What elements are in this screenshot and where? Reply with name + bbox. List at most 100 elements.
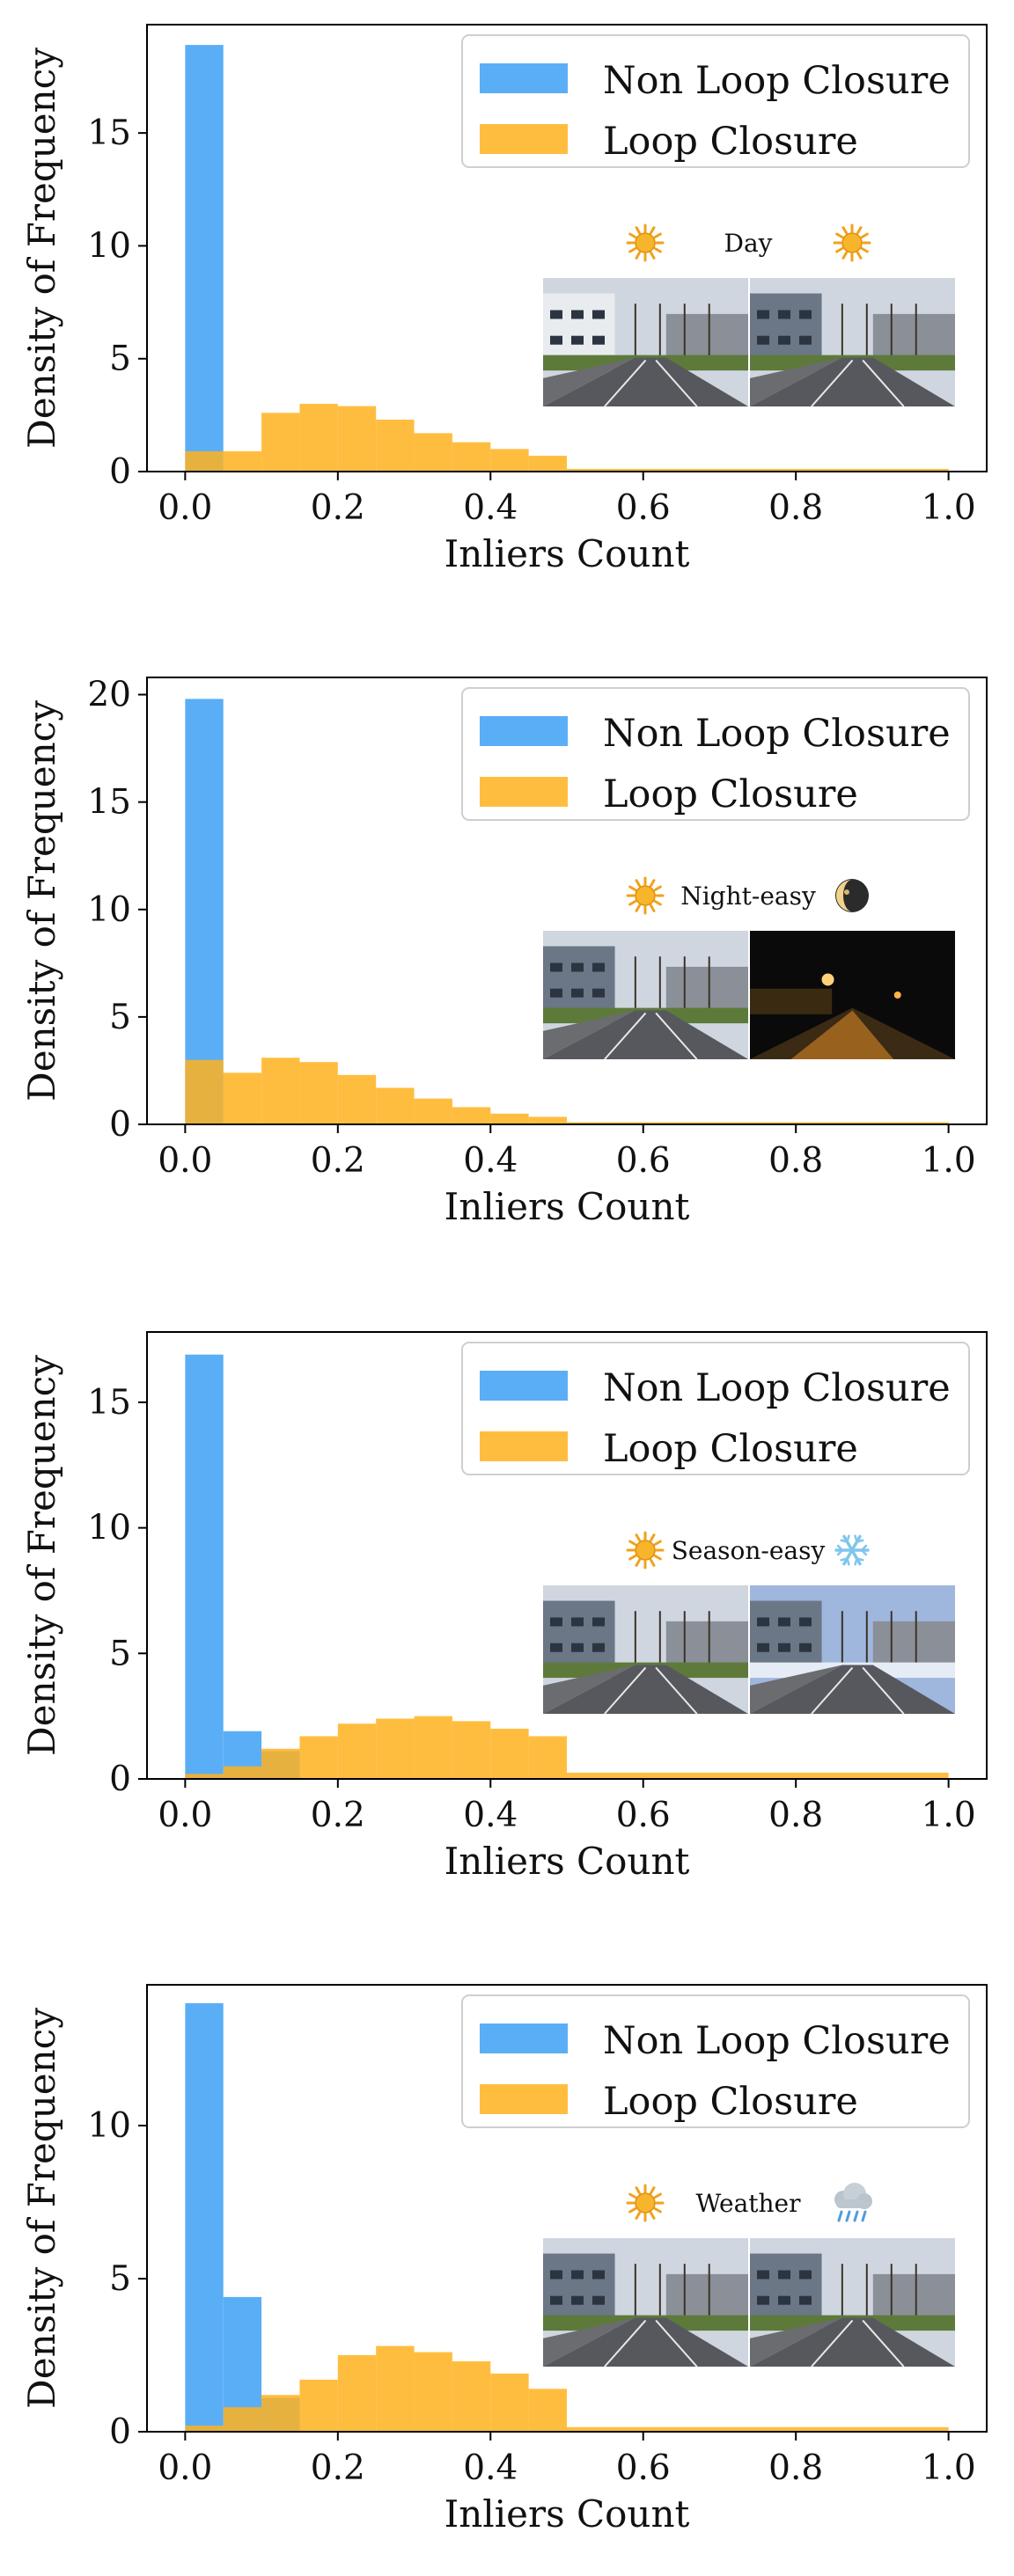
loop-closure-bar — [490, 449, 529, 472]
loop-closure-bar — [261, 1748, 300, 1779]
x-tick-label: 0.0 — [158, 488, 212, 528]
loop-closure-bar — [490, 1728, 529, 1779]
loop-closure-bar — [452, 1107, 491, 1124]
loop-closure-bar — [567, 1122, 949, 1124]
x-tick-label: 0.8 — [768, 1796, 823, 1835]
street-thumbnail — [543, 1585, 748, 1715]
y-tick-label: 5 — [109, 1634, 131, 1673]
y-tick-label: 10 — [87, 2106, 131, 2146]
x-axis-label: Inliers Count — [445, 1840, 690, 1883]
loop-closure-bar — [223, 1072, 262, 1124]
loop-closure-bar — [376, 1718, 415, 1779]
condition-label: Season-easy — [672, 1536, 826, 1565]
legend-box — [461, 34, 970, 168]
y-tick-label: 5 — [109, 340, 131, 379]
sun-icon — [626, 2184, 665, 2222]
y-axis-label: Density of Frequency — [20, 700, 63, 1101]
x-axis-label: Inliers Count — [445, 1185, 690, 1228]
loop-closure-bar — [185, 2426, 224, 2432]
legend-swatch-loop — [480, 777, 568, 807]
loop-closure-bar — [185, 1774, 224, 1779]
loop-closure-bar — [490, 2373, 529, 2432]
condition-label: Day — [724, 229, 773, 258]
legend-label-loop: Loop Closure — [603, 1427, 858, 1471]
y-tick-label: 5 — [109, 2259, 131, 2299]
legend-label-loop: Loop Closure — [603, 2080, 858, 2124]
legend: Non Loop Closure Loop Closure — [461, 687, 970, 821]
condition-inset: Weather — [543, 2183, 955, 2367]
x-tick-label: 0.8 — [768, 2448, 823, 2488]
x-tick-label: 1.0 — [922, 1141, 976, 1181]
y-tick-label: 0 — [109, 452, 131, 492]
y-tick-label: 10 — [87, 226, 131, 266]
y-axis-label: Density of Frequency — [20, 48, 63, 449]
x-tick-label: 0.4 — [463, 2448, 518, 2488]
y-axis-label: Density of Frequency — [20, 1355, 63, 1756]
x-tick-label: 1.0 — [922, 488, 976, 528]
loop-closure-bar — [261, 2395, 300, 2432]
non-loop-closure-bar — [185, 1354, 224, 1779]
y-tick-label: 20 — [87, 676, 131, 715]
loop-closure-bar — [452, 2360, 491, 2432]
legend-box — [461, 1994, 970, 2128]
legend-label-non-loop: Non Loop Closure — [603, 2019, 951, 2063]
loop-closure-bar — [452, 442, 491, 472]
moon-icon — [835, 879, 869, 912]
x-tick-label: 0.6 — [616, 1796, 671, 1835]
y-tick-label: 10 — [87, 890, 131, 930]
loop-closure-bar — [376, 419, 415, 472]
loop-closure-bar — [414, 433, 452, 472]
loop-closure-bar — [414, 1716, 452, 1779]
snowflake-icon — [834, 1534, 870, 1566]
x-tick-label: 0.2 — [311, 1141, 365, 1181]
x-tick-label: 0.0 — [158, 1796, 212, 1835]
x-tick-label: 0.2 — [311, 2448, 365, 2488]
legend-swatch-loop — [480, 124, 568, 154]
loop-closure-bar — [414, 1098, 452, 1124]
x-tick-label: 0.4 — [463, 488, 518, 528]
y-axis-label: Density of Frequency — [20, 2008, 63, 2409]
loop-closure-bar — [299, 404, 338, 472]
x-axis-label: Inliers Count — [445, 532, 690, 575]
x-tick-label: 0.8 — [768, 488, 823, 528]
y-tick-label: 0 — [109, 2412, 131, 2452]
sun-icon — [626, 223, 665, 262]
x-tick-label: 0.2 — [311, 1796, 365, 1835]
x-tick-label: 0.8 — [768, 1141, 823, 1181]
plot-frame — [146, 677, 988, 1125]
legend-swatch-loop — [480, 1431, 568, 1461]
legend-swatch-non-loop — [480, 1371, 568, 1401]
y-tick-label: 0 — [109, 1105, 131, 1145]
loop-closure-bar — [528, 456, 567, 472]
legend: Non Loop Closure Loop Closure — [461, 1994, 970, 2128]
legend-label-loop: Loop Closure — [603, 120, 858, 164]
legend-swatch-non-loop — [480, 2023, 568, 2053]
loop-closure-bar — [567, 2426, 949, 2432]
loop-closure-bar — [299, 2379, 338, 2432]
chart-panel-3: 0.0 0.2 0.4 0.6 0.8 1.0 0 5 10 15 Inliers Count Den… — [20, 1331, 988, 1883]
street-thumbnail — [750, 931, 955, 1059]
x-tick-label: 0.6 — [616, 488, 671, 528]
legend-swatch-non-loop — [480, 63, 568, 93]
legend-label-loop: Loop Closure — [603, 772, 858, 816]
y-tick-label: 10 — [87, 1509, 131, 1548]
loop-closure-bar — [567, 468, 949, 472]
condition-label: Night-easy — [680, 882, 816, 911]
x-tick-label: 0.2 — [311, 488, 365, 528]
x-tick-label: 0.6 — [616, 2448, 671, 2488]
loop-closure-bar — [528, 1736, 567, 1779]
loop-closure-bar — [337, 2355, 377, 2432]
sun-icon — [626, 1531, 665, 1570]
legend-label-non-loop: Non Loop Closure — [603, 59, 951, 103]
street-thumbnail — [543, 931, 748, 1060]
loop-closure-bar — [528, 1116, 567, 1124]
loop-closure-bar — [528, 2389, 567, 2432]
non-loop-closure-bar — [185, 2002, 224, 2432]
street-thumbnail — [750, 278, 955, 407]
y-tick-label: 15 — [87, 1383, 131, 1423]
street-thumbnail — [750, 1585, 955, 1715]
loop-closure-bar — [337, 1074, 377, 1124]
x-tick-label: 0.0 — [158, 1141, 212, 1181]
loop-closure-bar — [261, 1057, 300, 1124]
chart-panel-1: 0.0 0.2 0.4 0.6 0.8 1.0 0 5 10 15 Inliers Count Den… — [20, 24, 988, 575]
